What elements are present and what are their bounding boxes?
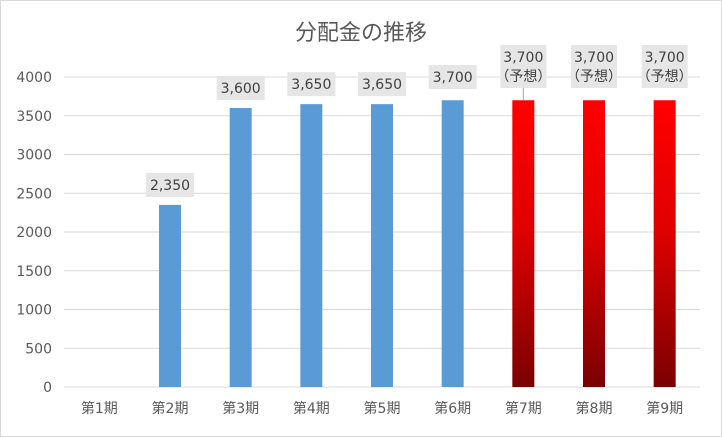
bar-第6期 xyxy=(441,100,464,387)
y-tick-label: 0 xyxy=(43,380,52,396)
data-label-box xyxy=(146,172,194,197)
data-label-text: 3,650 xyxy=(362,77,402,93)
data-label-text: 3,700 （予想） xyxy=(637,50,693,85)
x-tick-label: 第5期 xyxy=(364,400,401,417)
bar-第8期 xyxy=(583,100,605,387)
y-tick-label: 1500 xyxy=(16,264,52,280)
bar-第2期 xyxy=(159,204,181,387)
data-label-第4期: 3,650 xyxy=(287,72,336,97)
data-label-box xyxy=(358,72,406,97)
x-tick-label: 第6期 xyxy=(434,400,471,417)
data-label-text: 3,650 xyxy=(291,77,331,93)
data-label-text: 3,600 xyxy=(221,81,261,97)
data-label-text: 3,700 （予想） xyxy=(495,50,551,85)
bar-第4期 xyxy=(300,104,323,387)
y-tick-label: 3500 xyxy=(16,109,52,125)
y-tick-label: 500 xyxy=(25,341,52,357)
bar-第3期 xyxy=(229,108,252,387)
y-tick-label: 4000 xyxy=(16,70,52,86)
data-label-box xyxy=(571,45,617,88)
x-tick-label: 第9期 xyxy=(646,400,683,417)
y-tick-label: 1000 xyxy=(16,303,52,319)
data-label-box xyxy=(500,45,547,88)
x-axis-ticks: 第1期 第2期 第3期 第4期 第5期 第6期 第7期 第8期 第9期 xyxy=(81,400,683,417)
data-label-box xyxy=(641,45,688,88)
y-axis-ticks: 0 500 1000 1500 2000 2500 3000 3500 4000 xyxy=(16,70,52,396)
bars xyxy=(159,100,676,387)
data-label-第8期: 3,700 （予想） xyxy=(566,45,622,88)
data-labels: 2,350 3,600 3,650 3,650 3,700 3,700 （予想） 3,700 （… xyxy=(146,45,693,197)
data-label-box xyxy=(428,65,477,89)
x-tick-label: 第4期 xyxy=(293,400,330,417)
data-label-第2期: 2,350 xyxy=(146,172,194,197)
data-label-box xyxy=(287,72,336,97)
data-label-第7期: 3,700 （予想） xyxy=(495,45,551,88)
x-tick-label: 第1期 xyxy=(81,400,118,417)
chart-title: 分配金の推移 xyxy=(295,21,427,46)
data-label-第6期: 3,700 xyxy=(428,65,477,89)
y-tick-label: 3000 xyxy=(16,148,52,164)
y-tick-label: 2000 xyxy=(16,225,52,241)
data-label-第3期: 3,600 xyxy=(216,76,265,100)
data-label-text: 3,700 xyxy=(433,70,473,86)
x-tick-label: 第7期 xyxy=(505,400,542,417)
bar-第5期 xyxy=(371,104,393,387)
x-tick-label: 第2期 xyxy=(152,400,189,417)
data-label-text: 2,350 xyxy=(150,178,190,194)
data-label-text: 3,700 （予想） xyxy=(566,50,622,85)
x-tick-label: 第8期 xyxy=(576,400,613,417)
bar-第9期 xyxy=(653,100,676,387)
y-tick-label: 2500 xyxy=(16,186,52,202)
x-tick-label: 第3期 xyxy=(222,400,259,417)
data-label-box xyxy=(216,76,265,100)
bar-第7期 xyxy=(512,100,535,387)
data-label-第9期: 3,700 （予想） xyxy=(637,45,693,88)
data-label-第5期: 3,650 xyxy=(358,72,406,97)
